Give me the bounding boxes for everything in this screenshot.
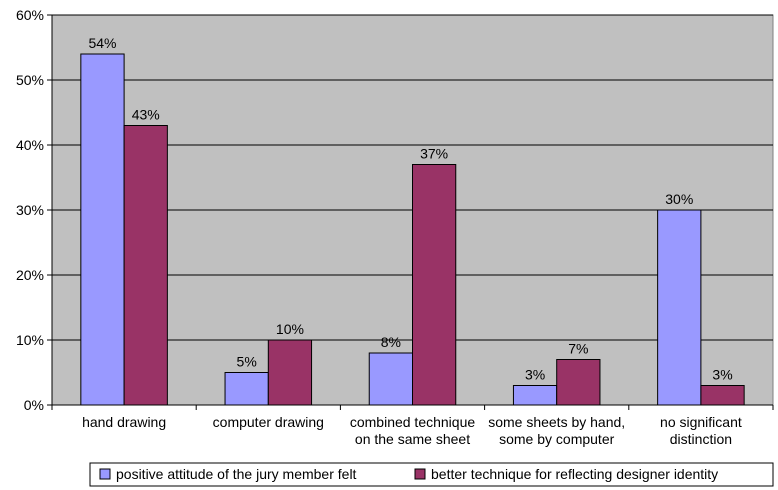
bar bbox=[657, 209, 702, 406]
data-labels: 54% 5% 8% 3% 30% 43% 10% 37% 7% 3% bbox=[88, 35, 732, 383]
category-label: combined technique on the same sheet bbox=[350, 414, 476, 447]
bar bbox=[224, 372, 269, 406]
legend-label: positive attitude of the jury member fel… bbox=[116, 466, 357, 482]
data-label: 43% bbox=[132, 107, 160, 123]
category-label: no significant distinction bbox=[660, 414, 742, 447]
category-labels: hand drawing computer drawing combined tec… bbox=[82, 414, 742, 447]
y-tick-label: 30% bbox=[16, 202, 44, 218]
data-label: 8% bbox=[381, 334, 401, 350]
category-label: hand drawing bbox=[82, 414, 166, 430]
data-label: 30% bbox=[665, 191, 693, 207]
legend-swatch bbox=[414, 468, 426, 480]
legend-box bbox=[89, 462, 774, 487]
legend-swatch bbox=[99, 468, 111, 480]
data-label: 7% bbox=[568, 341, 588, 357]
bar bbox=[512, 385, 558, 406]
legend-label: better technique for reflecting designer… bbox=[431, 466, 718, 482]
category-label: some sheets by hand, some by computer bbox=[488, 414, 625, 447]
bar bbox=[700, 385, 745, 406]
bar bbox=[556, 359, 601, 406]
gridlines bbox=[52, 14, 773, 341]
y-tick-label: 50% bbox=[16, 72, 44, 88]
data-label: 37% bbox=[420, 146, 448, 162]
y-tick-label: 10% bbox=[16, 332, 44, 348]
y-tick-label: 60% bbox=[16, 7, 44, 23]
bar bbox=[368, 352, 413, 406]
bar bbox=[267, 339, 313, 406]
data-label: 10% bbox=[276, 321, 304, 337]
bar bbox=[123, 125, 168, 406]
y-tick-label: 0% bbox=[24, 397, 44, 413]
data-label: 3% bbox=[712, 367, 732, 383]
y-tick-label: 40% bbox=[16, 137, 44, 153]
bar bbox=[80, 53, 125, 406]
data-label: 54% bbox=[88, 35, 116, 51]
bar bbox=[412, 164, 457, 406]
legend: positive attitude of the jury member fel… bbox=[89, 462, 774, 487]
bars bbox=[80, 53, 745, 406]
y-tick-label: 20% bbox=[16, 267, 44, 283]
category-label: computer drawing bbox=[213, 414, 324, 430]
data-label: 3% bbox=[525, 367, 545, 383]
data-label: 5% bbox=[237, 354, 257, 370]
